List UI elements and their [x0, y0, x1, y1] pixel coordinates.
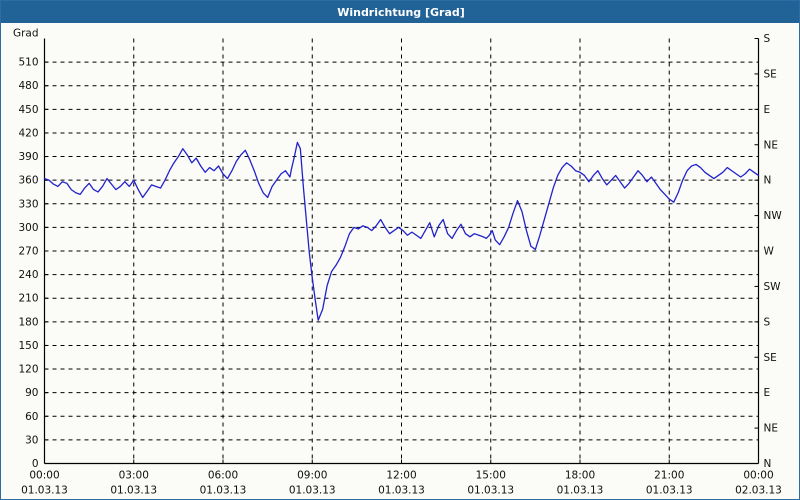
plot-frame — [43, 38, 760, 465]
y-axis-right-tick-label: E — [764, 104, 771, 116]
x-axis-time-label: 18:00 — [565, 470, 595, 482]
x-axis-labels: 00:00 01.03.13 03:00 01.03.13 06:00 01.03.13 0… — [21, 470, 782, 497]
y-axis-right-labels: N NE E SE S SW W NW N NE E SE S — [764, 33, 783, 470]
x-axis-time-label: 03:00 — [119, 470, 149, 482]
y-axis-right-tick-label: SE — [764, 352, 777, 364]
x-axis-time-label: 09:00 — [297, 470, 327, 482]
y-axis-left-tick-label: 300 — [18, 222, 38, 234]
x-axis-date-label: 01.03.13 — [557, 485, 604, 497]
y-axis-left-tick-label: 420 — [18, 127, 38, 139]
y-axis-left-tick-label: 210 — [18, 293, 38, 305]
y-axis-left-tick-label: 390 — [18, 151, 38, 163]
x-axis-date-label: 01.03.13 — [467, 485, 514, 497]
y-axis-left-tick-label: 0 — [32, 458, 39, 470]
y-axis-right-tick-label: NE — [764, 139, 779, 151]
y-axis-left-tick-label: 30 — [25, 434, 38, 446]
y-axis-right-tick-label: NW — [764, 210, 783, 222]
x-axis-time-label: 15:00 — [476, 470, 506, 482]
y-axis-right-tick-label: N — [764, 458, 772, 470]
y-axis-left-tick-label: 450 — [18, 104, 38, 116]
y-axis-right-tick-label: SW — [764, 281, 782, 293]
x-axis-date-label: 01.03.13 — [200, 485, 247, 497]
data-series — [43, 141, 760, 321]
y-axis-left-tick-label: 330 — [18, 198, 38, 210]
series-line-windrichtung — [43, 141, 760, 321]
y-axis-left-tick-label: 120 — [18, 364, 38, 376]
x-axis-time-label: 00:00 — [29, 470, 59, 482]
x-axis-date-label: 01.03.13 — [646, 485, 693, 497]
y-axis-right-tick-label: E — [764, 387, 771, 399]
tick-marks — [44, 38, 759, 464]
x-axis-date-label: 01.03.13 — [21, 485, 68, 497]
x-axis-time-label: 21:00 — [654, 470, 684, 482]
y-axis-right-tick-label: S — [764, 33, 771, 45]
y-axis-left-labels: 0 30 60 90 120 150 180 210 240 270 300 330 360 390 420… — [18, 57, 38, 470]
y-axis-unit-label: Grad — [13, 28, 39, 40]
x-axis-time-label: 06:00 — [208, 470, 238, 482]
y-axis-left-tick-label: 60 — [25, 411, 38, 423]
chart-area: 0 30 60 90 120 150 180 210 240 270 300 330 360 390 420… — [1, 23, 799, 499]
y-axis-right-tick-label: N — [764, 175, 772, 187]
y-axis-left-tick-label: 240 — [18, 269, 38, 281]
y-axis-right-tick-label: SE — [764, 68, 777, 80]
y-axis-left-tick-label: 90 — [25, 387, 38, 399]
x-axis-time-label: 12:00 — [386, 470, 416, 482]
y-axis-right-tick-label: W — [764, 246, 775, 258]
page-title: Windrichtung [Grad] — [337, 5, 465, 19]
y-axis-right-tick-label: S — [764, 316, 771, 328]
y-axis-left-tick-label: 270 — [18, 246, 38, 258]
y-axis-left-tick-label: 480 — [18, 80, 38, 92]
x-axis-date-label: 01.03.13 — [289, 485, 336, 497]
y-axis-left-tick-label: 510 — [18, 57, 38, 69]
x-axis-date-label: 02.03.13 — [735, 485, 782, 497]
y-axis-left-tick-label: 360 — [18, 175, 38, 187]
y-axis-left-tick-label: 150 — [18, 340, 38, 352]
x-axis-date-label: 01.03.13 — [378, 485, 425, 497]
x-axis-date-label: 01.03.13 — [110, 485, 157, 497]
y-axis-left-tick-label: 180 — [18, 316, 38, 328]
gridlines — [44, 38, 759, 464]
chart-plot: 0 30 60 90 120 150 180 210 240 270 300 330 360 390 420… — [13, 28, 783, 497]
y-axis-unit-text: Grad — [13, 28, 39, 40]
y-axis-right-tick-label: NE — [764, 423, 779, 435]
window-title-bar: Windrichtung [Grad] — [1, 1, 799, 23]
x-axis-time-label: 00:00 — [743, 470, 773, 482]
